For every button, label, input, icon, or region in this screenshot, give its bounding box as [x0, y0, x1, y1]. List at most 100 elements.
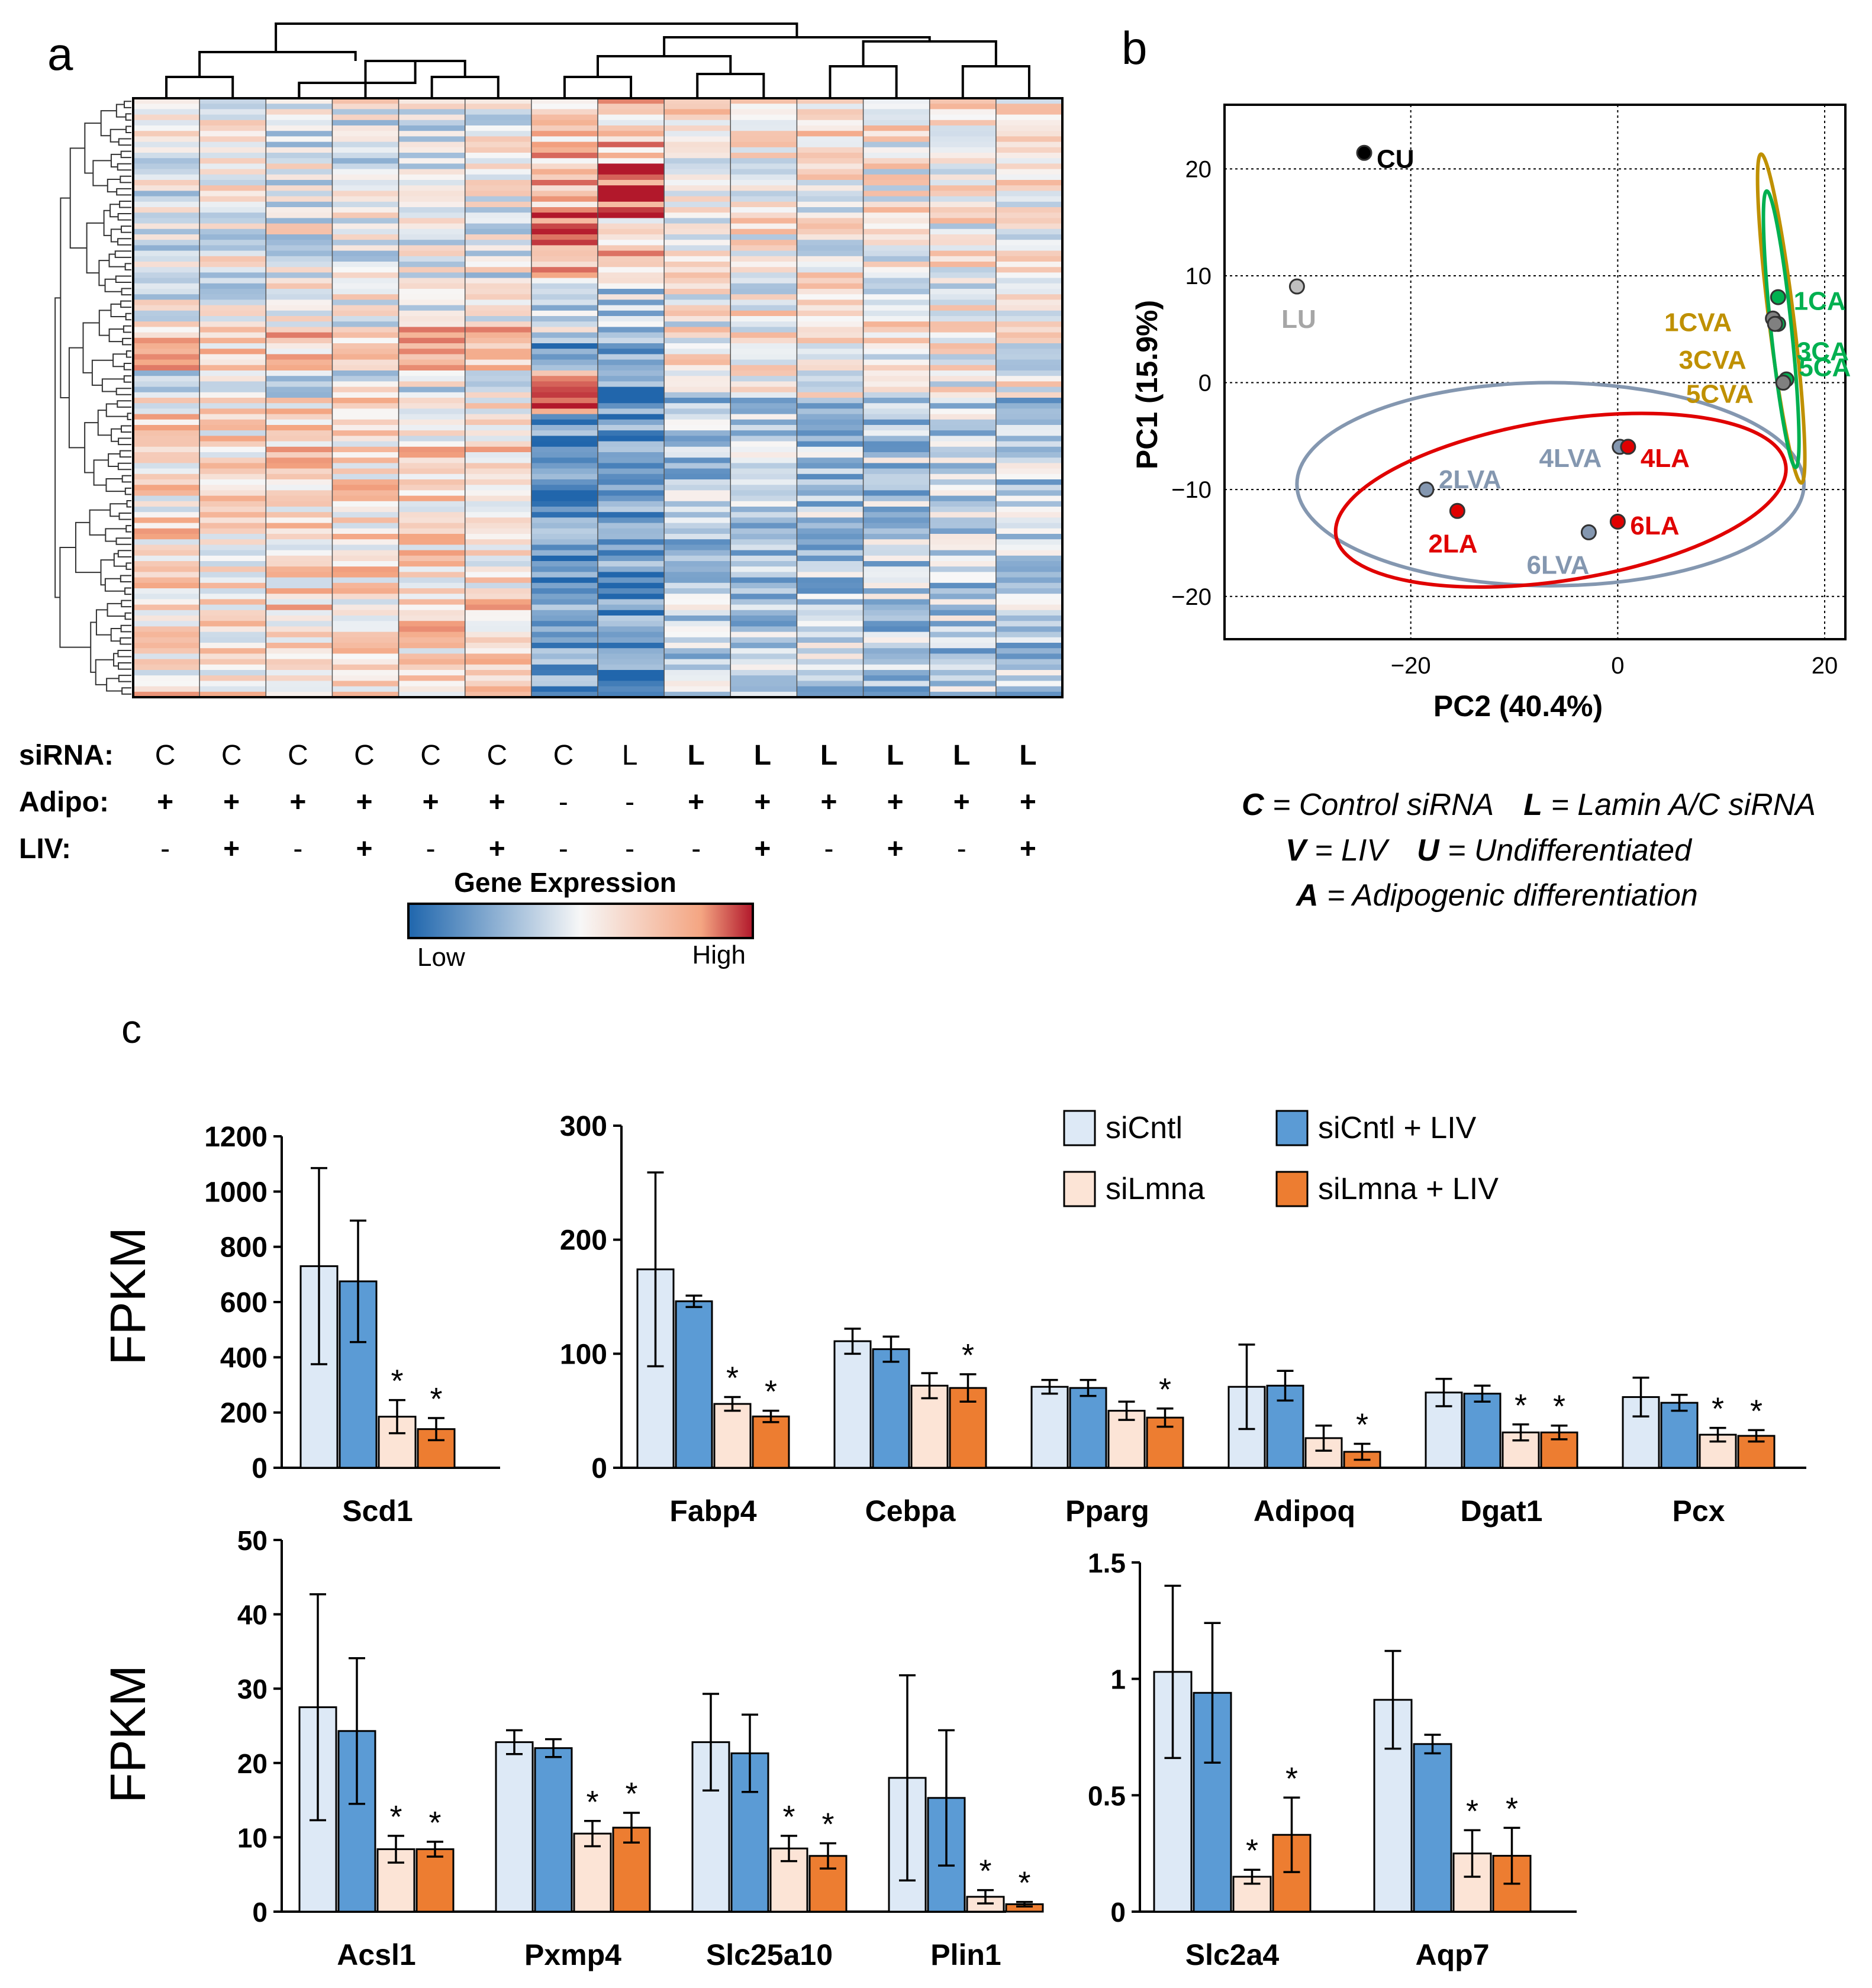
heatmap-cell: [929, 153, 997, 159]
heatmap-cell: [797, 98, 864, 104]
heatmap-cell: [332, 359, 399, 366]
dendrogram-branch: [120, 637, 131, 645]
heatmap-cell: [531, 555, 598, 562]
heatmap-cell: [598, 512, 665, 518]
annotation-value: -: [824, 833, 834, 865]
heatmap-cell: [266, 349, 333, 355]
heatmap-cell: [995, 653, 1063, 660]
heatmap-cell: [465, 267, 532, 273]
heatmap-cell: [531, 495, 598, 502]
heatmap-cell: [332, 212, 399, 218]
heatmap-cell: [863, 512, 930, 518]
heatmap-cell: [398, 452, 466, 458]
heatmap-cell: [730, 294, 797, 300]
heatmap-cell: [995, 267, 1063, 273]
heatmap-cell: [332, 463, 399, 469]
heatmap-cell: [664, 262, 731, 268]
heatmap-cell: [465, 158, 532, 164]
heatmap-cell: [664, 561, 731, 567]
heatmap-cell: [598, 621, 665, 627]
heatmap-cell: [531, 523, 598, 529]
heatmap-cell: [398, 485, 466, 491]
heatmap-cell: [266, 283, 333, 289]
heatmap-cell: [199, 452, 266, 458]
heatmap-cell: [863, 299, 930, 306]
heatmap-cell: [730, 582, 797, 589]
pca-legend-definition: = LIV: [1306, 833, 1390, 868]
heatmap-cell: [465, 577, 532, 584]
heatmap-cell: [863, 98, 930, 104]
heatmap-cell: [531, 158, 598, 164]
heatmap-cell: [598, 316, 665, 322]
heatmap-cell: [199, 228, 266, 235]
dendrogram-branch: [829, 65, 898, 98]
heatmap-cell: [531, 147, 598, 153]
heatmap-cell: [266, 414, 333, 420]
heatmap-cell: [531, 577, 598, 584]
heatmap-cell: [797, 468, 864, 475]
heatmap-cell: [598, 485, 665, 491]
heatmap-cell: [730, 452, 797, 458]
heatmap-cell: [664, 408, 731, 415]
heatmap-cell: [266, 637, 333, 643]
heatmap-cell: [664, 392, 731, 398]
heatmap-cell: [133, 550, 200, 556]
heatmap-cell: [199, 566, 266, 572]
heatmap-cell: [398, 512, 466, 518]
dendrogram-branch: [121, 288, 131, 296]
heatmap-cell: [598, 566, 665, 572]
heatmap-cell: [199, 534, 266, 540]
heatmap-cell: [995, 512, 1063, 518]
heatmap-cell: [797, 267, 864, 273]
annotation-value: L: [754, 740, 771, 771]
heatmap-cell: [531, 566, 598, 572]
y-axis-label: FPKM: [100, 1665, 156, 1803]
heatmap-cell: [133, 610, 200, 616]
pca-y-tick-label: 20: [1185, 156, 1212, 182]
heatmap-cell: [863, 599, 930, 605]
pca-point-label-2LVA: 2LVA: [1439, 465, 1502, 494]
heatmap-cell: [863, 386, 930, 393]
heatmap-cell: [995, 637, 1063, 643]
heatmap-cell: [398, 528, 466, 534]
heatmap-cell: [863, 441, 930, 447]
heatmap-cell: [266, 212, 333, 218]
heatmap-cell: [863, 659, 930, 665]
heatmap-cell: [664, 507, 731, 513]
heatmap-cell: [531, 240, 598, 246]
heatmap-cell: [398, 403, 466, 409]
heatmap-cell: [730, 147, 797, 153]
pca-point-label-4LA: 4LA: [1641, 444, 1690, 473]
heatmap-cell: [465, 278, 532, 284]
heatmap-cell: [465, 392, 532, 398]
heatmap-cell: [531, 425, 598, 431]
heatmap-cell: [199, 594, 266, 600]
legend-swatch: [1275, 1171, 1309, 1207]
y-tick-label: 200: [220, 1398, 268, 1429]
heatmap-cell: [929, 675, 997, 681]
heatmap-cell: [664, 163, 731, 170]
heatmap-cell: [863, 169, 930, 175]
annotation-value: -: [957, 833, 966, 865]
heatmap-cell: [133, 131, 200, 137]
heatmap-cell: [797, 452, 864, 458]
dendrogram-branch: [101, 378, 124, 392]
heatmap-cell: [266, 631, 333, 638]
heatmap-cell: [929, 278, 997, 284]
heatmap-cell: [664, 228, 731, 235]
heatmap-cell: [531, 294, 598, 300]
heatmap-cell: [863, 408, 930, 415]
heatmap-cell: [730, 534, 797, 540]
heatmap-cell: [598, 180, 665, 186]
heatmap-cell: [531, 626, 598, 633]
heatmap-cell: [133, 272, 200, 279]
heatmap-cell: [332, 637, 399, 643]
heatmap-cell: [929, 582, 997, 589]
heatmap-cell: [598, 392, 665, 398]
heatmap-cell: [465, 370, 532, 376]
heatmap-cell: [664, 267, 731, 273]
bar: [573, 1832, 612, 1913]
heatmap-cell: [332, 473, 399, 480]
heatmap-cell: [531, 207, 598, 213]
